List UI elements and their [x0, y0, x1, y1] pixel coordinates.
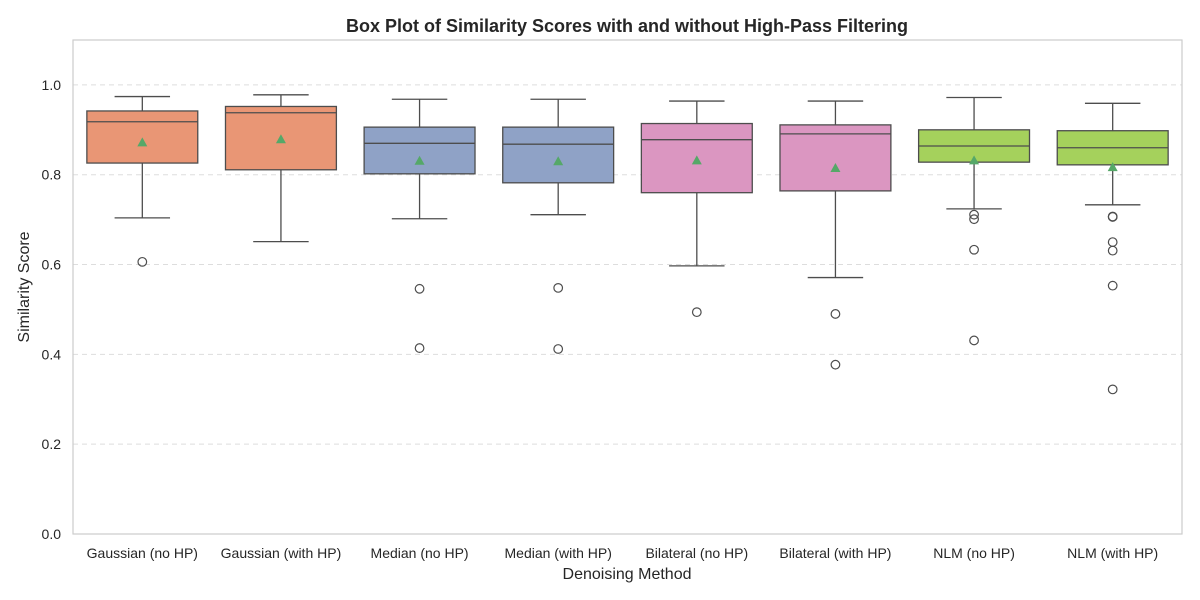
iqr-box — [363, 126, 476, 175]
box-group — [779, 100, 892, 370]
outlier-point — [1107, 212, 1118, 222]
box-group — [640, 100, 753, 318]
outlier-point — [553, 282, 564, 293]
mean-marker — [691, 155, 702, 165]
outlier-point — [969, 214, 979, 225]
box-group — [502, 98, 615, 354]
plot-frame — [72, 39, 1183, 535]
x-tick-label: Bilateral (with HP) — [779, 545, 891, 561]
x-axis-label: Denoising Method — [563, 566, 692, 583]
outlier-point — [969, 244, 979, 255]
x-tick-label: Bilateral (no HP) — [645, 545, 748, 561]
x-tick-label: Median (no HP) — [371, 545, 469, 561]
y-tick-label: 0.6 — [42, 257, 62, 273]
box-series — [86, 94, 1169, 395]
box-group — [86, 95, 199, 267]
outlier-point — [1107, 280, 1118, 291]
mean-marker — [137, 137, 148, 147]
outlier-point — [553, 344, 564, 354]
outlier-point — [414, 283, 425, 294]
box-group — [224, 94, 338, 243]
x-tick-label: Gaussian (no HP) — [87, 545, 198, 561]
y-tick-labels: 0.0 0.2 0.4 0.6 0.8 1.0 — [42, 77, 62, 542]
box-group — [1056, 102, 1169, 395]
y-tick-label: 0.8 — [42, 167, 62, 183]
y-axis-label: Similarity Score — [16, 231, 33, 342]
gridlines — [73, 84, 1182, 445]
mean-marker — [1107, 162, 1118, 172]
outlier-point — [969, 209, 979, 220]
outlier-point — [137, 256, 148, 267]
iqr-box — [779, 124, 892, 192]
y-tick-label: 1.0 — [42, 77, 62, 93]
y-tick-label: 0.2 — [42, 436, 62, 452]
x-tick-label: Gaussian (with HP) — [221, 545, 342, 561]
outlier-point — [1107, 237, 1118, 247]
iqr-box — [86, 110, 199, 164]
outlier-point — [1107, 384, 1118, 395]
outlier-point — [969, 335, 979, 346]
outlier-point — [1107, 245, 1118, 256]
outlier-point — [830, 359, 841, 370]
box-group — [363, 98, 476, 353]
mean-marker — [830, 162, 841, 172]
mean-marker — [414, 155, 425, 165]
outlier-point — [830, 309, 841, 319]
mean-marker — [553, 156, 564, 166]
x-tick-labels: Gaussian (no HP) Gaussian (with HP) Median… — [87, 545, 1159, 561]
y-tick-label: 0.0 — [42, 526, 62, 542]
x-tick-label: NLM (no HP) — [933, 545, 1015, 561]
outlier-point — [414, 343, 425, 353]
x-tick-label: Median (with HP) — [505, 545, 612, 561]
x-tick-label: NLM (with HP) — [1067, 545, 1158, 561]
mean-marker — [275, 134, 286, 144]
chart-title: Box Plot of Similarity Scores with and w… — [346, 16, 908, 36]
y-tick-label: 0.4 — [42, 346, 62, 362]
iqr-box — [502, 126, 615, 184]
box-group — [917, 96, 1031, 346]
mean-marker — [969, 155, 980, 165]
outlier-point — [691, 307, 702, 318]
